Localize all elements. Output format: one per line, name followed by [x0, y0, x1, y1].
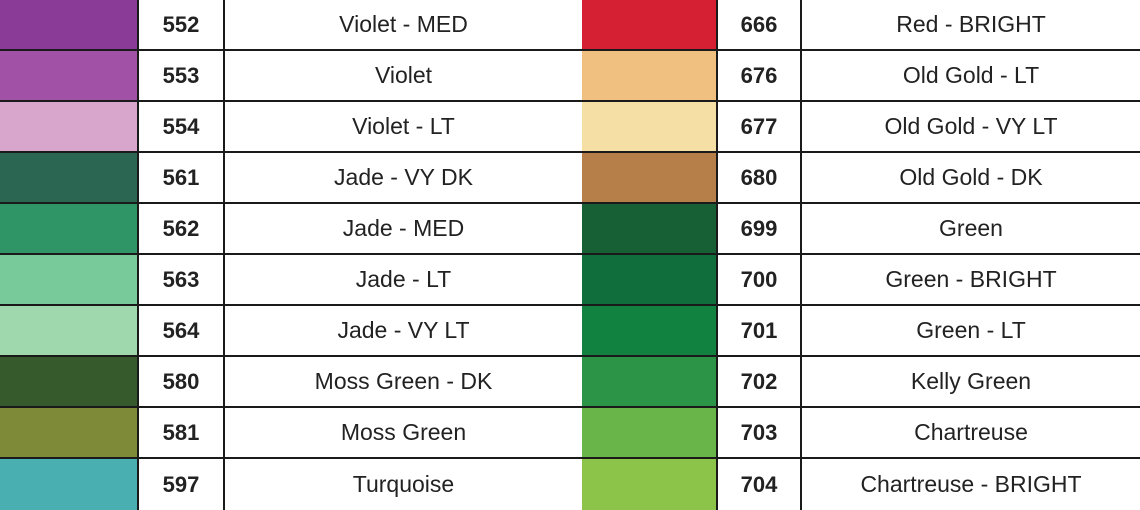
color-row: 563 Jade - LT — [0, 255, 582, 306]
color-row: 564 Jade - VY LT — [0, 306, 582, 357]
color-name: Chartreuse - BRIGHT — [860, 471, 1082, 497]
color-number: 704 — [716, 459, 802, 510]
color-number: 700 — [716, 255, 802, 304]
color-number: 680 — [716, 153, 802, 202]
color-swatch — [0, 459, 139, 510]
color-name: Old Gold - VY LT — [884, 113, 1058, 139]
color-name: Green - BRIGHT — [885, 266, 1057, 292]
color-row: 704 Chartreuse - BRIGHT — [582, 459, 1140, 510]
color-number: 564 — [137, 306, 225, 355]
color-name: Violet - LT — [352, 113, 455, 139]
color-swatch — [0, 204, 139, 253]
color-row: 700 Green - BRIGHT — [582, 255, 1140, 306]
left-color-column: 552 Violet - MED 553 Violet 554 Violet - LT 56… — [0, 0, 582, 510]
color-number: 597 — [137, 459, 225, 510]
color-swatch — [0, 255, 139, 304]
color-number: 552 — [137, 0, 225, 49]
color-swatch — [582, 357, 716, 406]
color-row: 666 Red - BRIGHT — [582, 0, 1140, 51]
color-name: Red - BRIGHT — [896, 11, 1046, 37]
color-number: 666 — [716, 0, 802, 49]
color-swatch — [0, 153, 139, 202]
color-row: 580 Moss Green - DK — [0, 357, 582, 408]
color-row: 701 Green - LT — [582, 306, 1140, 357]
color-name: Violet - MED — [339, 11, 468, 37]
color-row: 699 Green — [582, 204, 1140, 255]
color-number: 563 — [137, 255, 225, 304]
color-swatch — [0, 102, 139, 151]
color-swatch — [582, 153, 716, 202]
color-row: 552 Violet - MED — [0, 0, 582, 51]
color-row: 702 Kelly Green — [582, 357, 1140, 408]
color-swatch — [582, 102, 716, 151]
color-swatch — [582, 204, 716, 253]
color-name: Turquoise — [352, 471, 455, 497]
color-row: 676 Old Gold - LT — [582, 51, 1140, 102]
color-swatch — [0, 357, 139, 406]
color-swatch — [0, 0, 139, 49]
color-name: Moss Green - DK — [314, 368, 493, 394]
color-name: Green - LT — [916, 317, 1026, 343]
color-swatch — [582, 51, 716, 100]
color-swatch — [582, 459, 716, 510]
color-row: 561 Jade - VY DK — [0, 153, 582, 204]
color-name: Moss Green — [340, 419, 467, 445]
color-row: 562 Jade - MED — [0, 204, 582, 255]
color-number: 701 — [716, 306, 802, 355]
right-color-column: 666 Red - BRIGHT 676 Old Gold - LT 677 Old Go… — [582, 0, 1140, 510]
color-number: 677 — [716, 102, 802, 151]
color-name: Jade - LT — [355, 266, 452, 292]
color-number: 581 — [137, 408, 225, 457]
color-number: 562 — [137, 204, 225, 253]
color-row: 677 Old Gold - VY LT — [582, 102, 1140, 153]
color-name: Green — [939, 215, 1003, 241]
color-number: 561 — [137, 153, 225, 202]
color-name: Jade - VY DK — [334, 164, 473, 190]
color-swatch — [0, 306, 139, 355]
color-swatch — [582, 306, 716, 355]
color-swatch — [0, 408, 139, 457]
color-name: Jade - VY LT — [337, 317, 470, 343]
color-swatch — [582, 255, 716, 304]
color-number: 703 — [716, 408, 802, 457]
color-number: 676 — [716, 51, 802, 100]
color-row: 553 Violet — [0, 51, 582, 102]
color-swatch — [582, 0, 716, 49]
color-swatch — [0, 51, 139, 100]
color-row: 703 Chartreuse — [582, 408, 1140, 459]
color-number: 553 — [137, 51, 225, 100]
color-name: Kelly Green — [910, 368, 1032, 394]
color-name: Jade - MED — [342, 215, 465, 241]
color-row: 581 Moss Green — [0, 408, 582, 459]
color-number: 580 — [137, 357, 225, 406]
color-name: Violet — [374, 62, 433, 88]
color-number: 702 — [716, 357, 802, 406]
color-number: 554 — [137, 102, 225, 151]
color-name: Old Gold - DK — [899, 164, 1043, 190]
color-name: Old Gold - LT — [902, 62, 1040, 88]
color-row: 554 Violet - LT — [0, 102, 582, 153]
color-swatch — [582, 408, 716, 457]
color-name: Chartreuse — [914, 419, 1028, 445]
color-row: 680 Old Gold - DK — [582, 153, 1140, 204]
color-number: 699 — [716, 204, 802, 253]
color-row: 597 Turquoise — [0, 459, 582, 510]
